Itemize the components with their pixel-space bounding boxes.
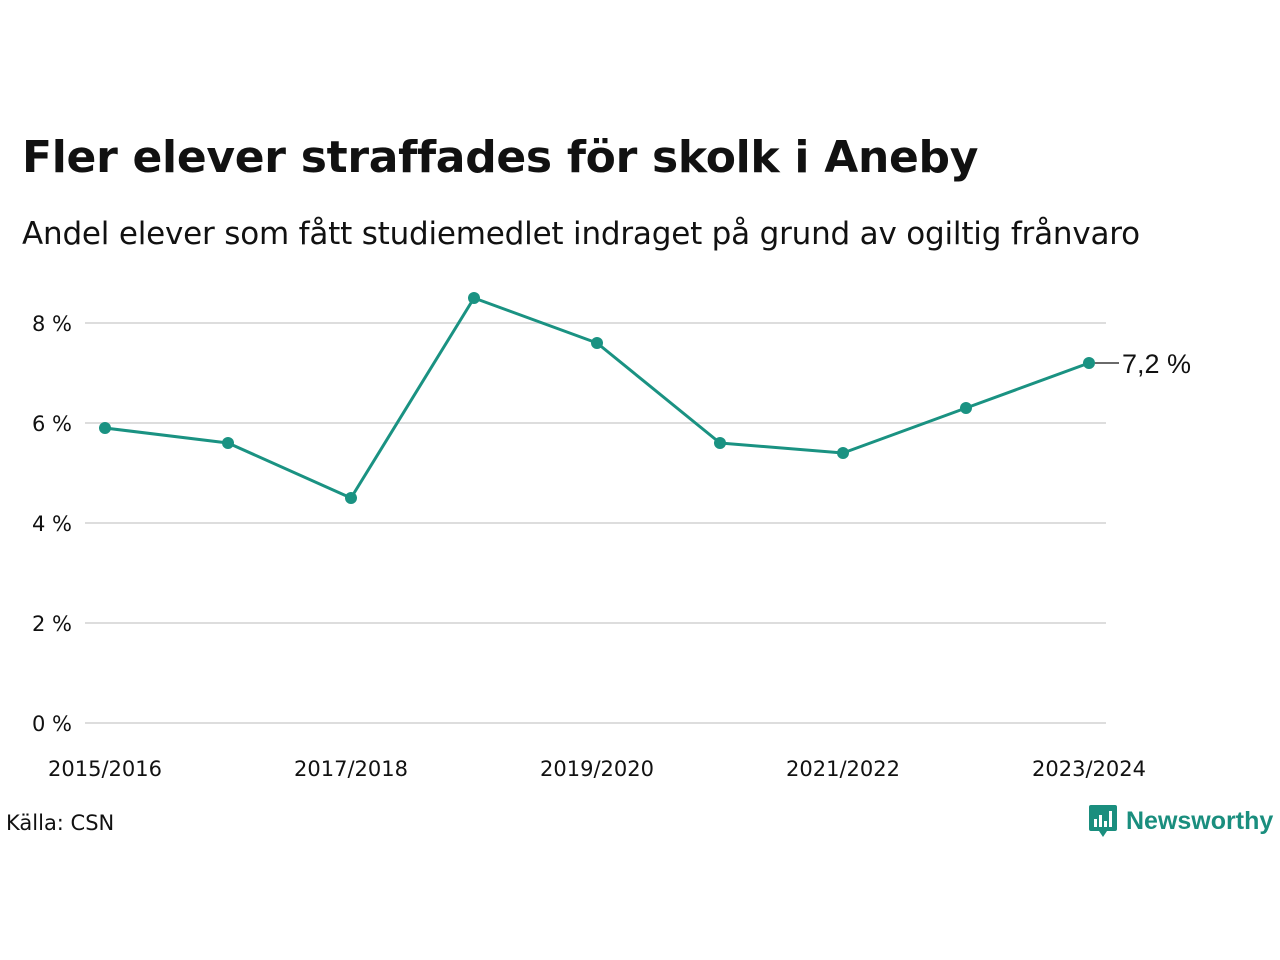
x-tick-label: 2017/2018 [294,757,408,781]
data-point [222,437,234,449]
data-point [99,422,111,434]
brand-name: Newsworthy [1126,806,1274,835]
newsworthy-logo-icon [1089,805,1117,837]
data-point [591,337,603,349]
value-annotation: 7,2 % [1095,349,1191,379]
data-point [1083,357,1095,369]
series-line [103,296,1091,500]
data-point [345,492,357,504]
y-tick-label: 6 % [32,412,72,436]
y-tick-label: 4 % [32,512,72,536]
y-tick-label: 8 % [32,312,72,336]
x-tick-label: 2015/2016 [48,757,162,781]
brand-logo: Newsworthy [1088,803,1273,839]
series-line-group [103,296,1091,500]
y-tick-label: 0 % [32,712,72,736]
chart-title: Fler elever straffades för skolk i Aneby [22,132,979,183]
x-tick-label: 2021/2022 [786,757,900,781]
data-point [714,437,726,449]
grid-lines [85,322,1106,724]
last-value-label: 7,2 % [1122,349,1191,379]
x-tick-label: 2019/2020 [540,757,654,781]
source-note: Källa: CSN [6,811,115,835]
data-point [960,402,972,414]
data-point [837,447,849,459]
x-tick-label: 2023/2024 [1032,757,1146,781]
y-tick-label: 2 % [32,612,72,636]
data-points [99,292,1095,504]
y-axis-ticks: 0 % 2 % 4 % 6 % 8 % [32,312,72,736]
x-axis-ticks: 2015/2016 2017/2018 2019/2020 2021/2022 2023… [48,757,1146,781]
chart-subtitle: Andel elever som fått studiemedlet indra… [22,216,1140,252]
data-point [468,292,480,304]
